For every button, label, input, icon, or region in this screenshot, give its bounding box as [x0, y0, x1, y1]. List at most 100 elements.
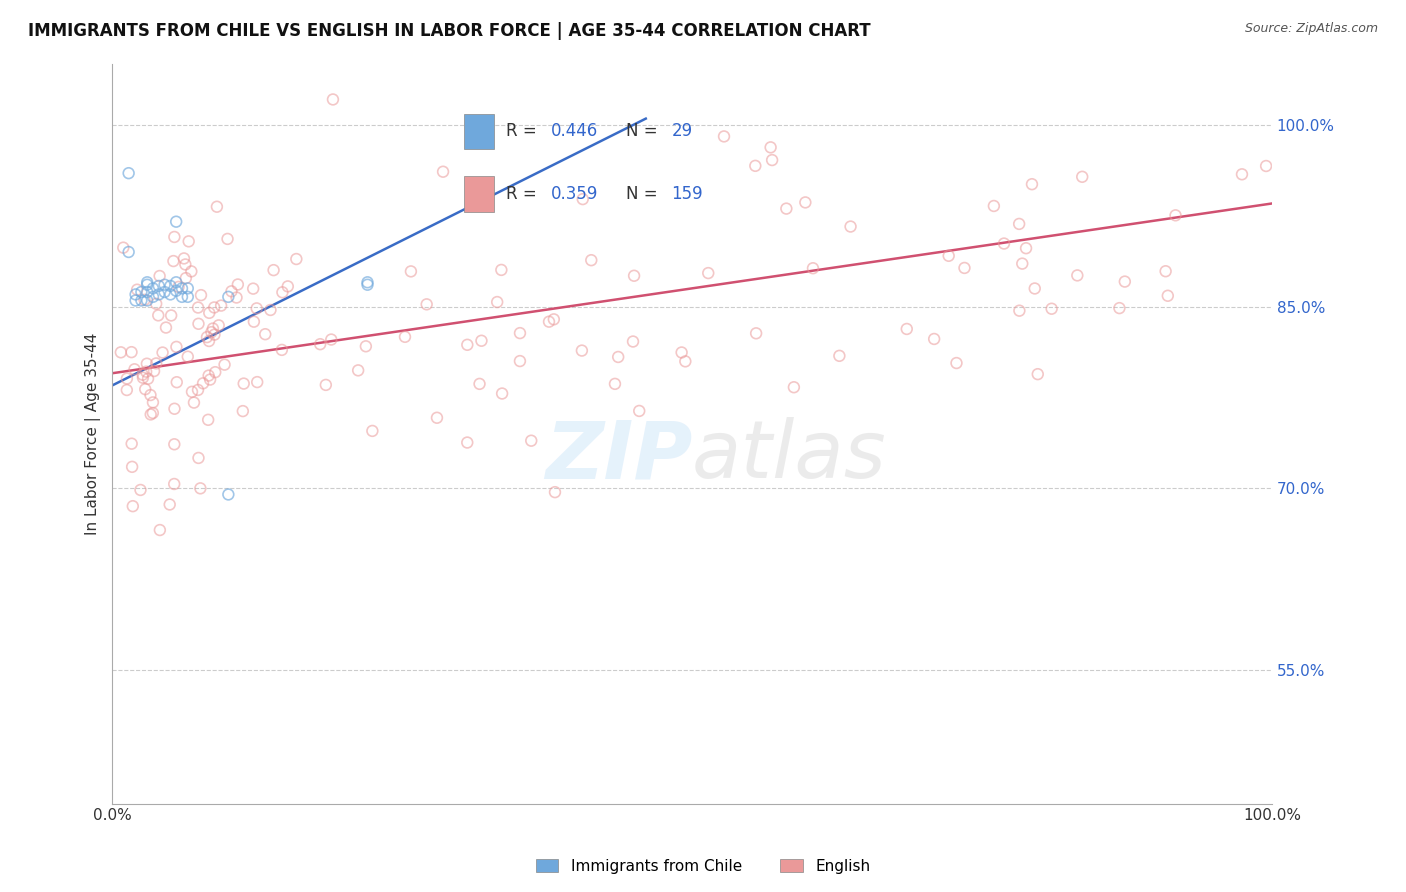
Point: [197, 368, 219, 383]
Point: [165, 275, 187, 289]
Point: [121, 345, 143, 359]
Point: [242, 282, 264, 296]
Point: [394, 330, 416, 344]
Point: [136, 293, 159, 308]
Point: [537, 315, 560, 329]
Legend: Immigrants from Chile, English: Immigrants from Chile, English: [530, 853, 876, 880]
Point: [201, 321, 224, 335]
Point: [170, 281, 193, 295]
Point: [145, 297, 167, 311]
Point: [347, 363, 370, 377]
Point: [143, 364, 166, 378]
Point: [177, 235, 200, 249]
Point: [159, 498, 181, 512]
Point: [187, 383, 209, 397]
Text: atlas: atlas: [692, 417, 887, 495]
Point: [1164, 208, 1187, 222]
Point: [142, 281, 165, 295]
Point: [628, 404, 651, 418]
Point: [155, 320, 177, 334]
Point: [1108, 301, 1130, 315]
Point: [159, 279, 181, 293]
Point: [1040, 301, 1063, 316]
Point: [896, 322, 918, 336]
Point: [134, 293, 156, 307]
Point: [509, 354, 531, 368]
Point: [121, 459, 143, 474]
Point: [745, 326, 768, 341]
Point: [315, 378, 337, 392]
Point: [174, 271, 197, 285]
Point: [415, 297, 437, 311]
Point: [277, 279, 299, 293]
Point: [117, 244, 139, 259]
Point: [1114, 275, 1136, 289]
Point: [149, 523, 172, 537]
Point: [226, 277, 249, 292]
Point: [217, 290, 239, 304]
Point: [153, 277, 176, 292]
Point: [783, 380, 806, 394]
Point: [163, 401, 186, 416]
Point: [432, 165, 454, 179]
Point: [149, 268, 172, 283]
Point: [163, 230, 186, 244]
Point: [356, 277, 378, 292]
Point: [197, 413, 219, 427]
Point: [232, 404, 254, 418]
Point: [131, 368, 153, 382]
Point: [209, 299, 232, 313]
Point: [187, 301, 209, 315]
Point: [127, 283, 149, 297]
Point: [177, 350, 200, 364]
Point: [177, 290, 200, 304]
Point: [148, 287, 170, 301]
Point: [713, 129, 735, 144]
Point: [1021, 178, 1043, 192]
Point: [263, 263, 285, 277]
Point: [198, 373, 221, 387]
Point: [607, 350, 630, 364]
Point: [131, 285, 153, 299]
Text: IMMIGRANTS FROM CHILE VS ENGLISH IN LABOR FORCE | AGE 35-44 CORRELATION CHART: IMMIGRANTS FROM CHILE VS ENGLISH IN LABO…: [28, 22, 870, 40]
Point: [468, 376, 491, 391]
Point: [456, 338, 478, 352]
Point: [205, 200, 228, 214]
Point: [115, 383, 138, 397]
Point: [214, 358, 236, 372]
Point: [254, 327, 277, 342]
Point: [136, 285, 159, 299]
Point: [180, 264, 202, 278]
Point: [543, 312, 565, 326]
Point: [132, 370, 155, 384]
Point: [1154, 264, 1177, 278]
Point: [491, 263, 513, 277]
Point: [486, 295, 509, 310]
Point: [1026, 367, 1049, 381]
Point: [183, 395, 205, 409]
Point: [217, 232, 239, 246]
Point: [174, 257, 197, 271]
Point: [1256, 159, 1278, 173]
Point: [225, 291, 247, 305]
Point: [187, 450, 209, 465]
Point: [163, 477, 186, 491]
Point: [187, 317, 209, 331]
Point: [1024, 281, 1046, 295]
Point: [121, 436, 143, 450]
Point: [361, 424, 384, 438]
Point: [165, 340, 187, 354]
Point: [321, 333, 343, 347]
Point: [467, 185, 489, 199]
Point: [148, 279, 170, 293]
Point: [1066, 268, 1088, 283]
Point: [259, 303, 281, 318]
Point: [166, 375, 188, 389]
Point: [456, 435, 478, 450]
Point: [246, 301, 269, 316]
Point: [581, 253, 603, 268]
Point: [124, 293, 146, 308]
Point: [794, 195, 817, 210]
Point: [160, 309, 183, 323]
Point: [202, 301, 225, 315]
